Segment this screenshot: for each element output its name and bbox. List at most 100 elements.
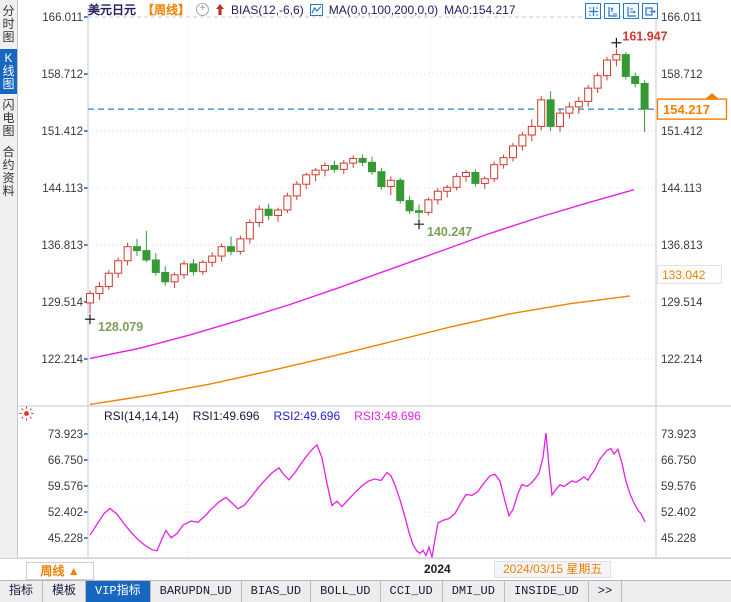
- cursor-date-label: 2024/03/15 星期五: [494, 561, 612, 578]
- price-up-arrow-icon: [705, 93, 719, 100]
- chart-line-icon: [309, 3, 323, 16]
- candle-body: [180, 263, 188, 276]
- period-selector-button[interactable]: 周线 ▲: [26, 562, 94, 580]
- candle-body: [518, 134, 527, 147]
- candle-body: [274, 209, 282, 216]
- candle-body: [490, 164, 499, 180]
- price-axis-label-right: 129.514: [661, 297, 703, 309]
- bottom-tab-1[interactable]: 模板: [43, 581, 87, 602]
- candle-body: [527, 125, 536, 136]
- axis-zoom-out-icon[interactable]: [623, 3, 639, 19]
- candle-body: [227, 246, 235, 252]
- candle-body: [330, 164, 339, 170]
- candle-body: [396, 179, 405, 202]
- candle-body: [133, 246, 141, 252]
- price-axis-label-left: 166.011: [42, 12, 83, 24]
- candle-body: [217, 246, 226, 257]
- period-tag: 【周线】: [142, 3, 191, 17]
- bottom-tab-5[interactable]: BOLL_UD: [311, 581, 381, 602]
- candle-body: [236, 238, 245, 252]
- candle-body: [584, 87, 593, 102]
- candle-body: [499, 157, 508, 166]
- candle-body: [321, 164, 329, 171]
- chart-type-sidebar: 分时图 K线图闪电图合约资料: [0, 0, 18, 558]
- extreme-marker: [414, 219, 424, 230]
- bottom-tab-2[interactable]: VIP指标: [86, 581, 151, 602]
- x-axis-row: 周线 ▲ 2024 2024/03/15 星期五: [0, 558, 731, 581]
- candle-body: [471, 171, 480, 184]
- candle-body: [546, 99, 555, 127]
- price-axis-label-right: 151.412: [661, 126, 703, 138]
- indicator-tab-bar: 指标 模板 VIP指标 BARUPDN_UD BIAS_UD BOLL_UD CCI_UD D…: [0, 580, 731, 602]
- pan-right-icon[interactable]: [642, 3, 658, 19]
- candle-body: [462, 171, 470, 177]
- arrow-up-icon: [216, 3, 225, 15]
- candle-body: [255, 208, 264, 223]
- candle-body: [509, 145, 517, 159]
- price-axis-label-right: 136.813: [661, 240, 703, 252]
- ma-value-label: MA0:154.217: [444, 2, 516, 17]
- bottom-tab-6[interactable]: CCI_UD: [381, 581, 443, 602]
- rsi-line: [89, 432, 646, 558]
- x-axis-year-label: 2024: [424, 562, 451, 576]
- rsi-axis-label-right: 52.402: [661, 507, 696, 519]
- candle-body: [556, 112, 564, 127]
- candle-body: [123, 246, 132, 262]
- rsi-indicator-header: RSI(14,14,14) RSI1:49.696 RSI2:49.696 RS…: [104, 409, 421, 423]
- candle-body: [415, 210, 423, 213]
- candle-body: [368, 161, 376, 173]
- candle-body: [574, 100, 583, 108]
- extreme-marker: [611, 37, 622, 48]
- bottom-tab-4[interactable]: BIAS_UD: [242, 581, 312, 602]
- indicator-settings-icon[interactable]: [19, 406, 34, 426]
- bottom-tab-8[interactable]: INSIDE_UD: [505, 581, 589, 602]
- price-axis-label-left: 136.813: [41, 240, 83, 252]
- candle-body: [537, 99, 546, 127]
- bottom-tab-3[interactable]: BARUPDN_UD: [151, 581, 242, 602]
- price-axis-label-right: 144.113: [661, 183, 702, 195]
- candle-body: [264, 208, 273, 216]
- candle-body: [433, 190, 442, 201]
- sidebar-item-0[interactable]: 分时图: [2, 4, 15, 44]
- candle-body: [292, 183, 301, 197]
- rsi3-value-label: RSI3:49.696: [354, 409, 421, 423]
- candle-body: [95, 286, 104, 295]
- sidebar-item-3[interactable]: 合约资料: [2, 145, 15, 198]
- bottom-tab-0[interactable]: 指标: [0, 581, 44, 602]
- rsi-axis-label-left: 52.402: [48, 507, 83, 519]
- candle-body: [302, 174, 311, 185]
- price-axis-label-left: 122.214: [41, 354, 83, 366]
- extreme-marker: [85, 314, 95, 325]
- add-indicator-icon[interactable]: +: [196, 3, 210, 16]
- candle-body: [358, 157, 367, 163]
- crosshair-tool-icon[interactable]: [585, 3, 601, 19]
- chart-header: 美元日元 【周线】 + BIAS(12,-6,6) MA(0,0,100,200,…: [88, 1, 516, 18]
- price-axis-label-right: 158.712: [661, 69, 703, 81]
- rsi1-value-label: RSI1:49.696: [192, 409, 260, 423]
- candle-body: [198, 261, 207, 273]
- bottom-tab-7[interactable]: DMI_UD: [443, 581, 505, 602]
- candle-body: [114, 260, 123, 274]
- sidebar-item-2[interactable]: 闪电图: [2, 98, 15, 138]
- candle-body: [386, 179, 395, 188]
- ma-line-MA200: [89, 295, 631, 406]
- chevron-up-icon: ▲: [67, 564, 80, 578]
- candle-body: [161, 271, 170, 283]
- ma-line-MA100: [89, 189, 635, 360]
- axis-zoom-in-icon[interactable]: [604, 3, 620, 19]
- rsi-axis-label-left: 59.576: [48, 481, 83, 493]
- price-axis-label-left: 129.514: [41, 297, 83, 309]
- candle-body: [612, 54, 621, 61]
- candle-body: [208, 255, 217, 263]
- candle-body: [405, 200, 414, 212]
- chart-canvas[interactable]: 166.011 166.011 158.712 158.712 151.412 151.4…: [0, 0, 731, 558]
- current-price-value: 154.217: [663, 102, 710, 117]
- more-tabs-button[interactable]: >>: [589, 581, 623, 602]
- candle-body: [104, 272, 113, 288]
- rsi-axis-label-right: 73.923: [661, 429, 696, 441]
- rsi-axis-label-left: 66.750: [48, 455, 83, 467]
- sidebar-item-1[interactable]: K线图: [0, 49, 17, 94]
- price-axis-label-left: 151.412: [41, 126, 83, 138]
- ma-settings-label: MA(0,0,100,200,0,0): [328, 2, 439, 17]
